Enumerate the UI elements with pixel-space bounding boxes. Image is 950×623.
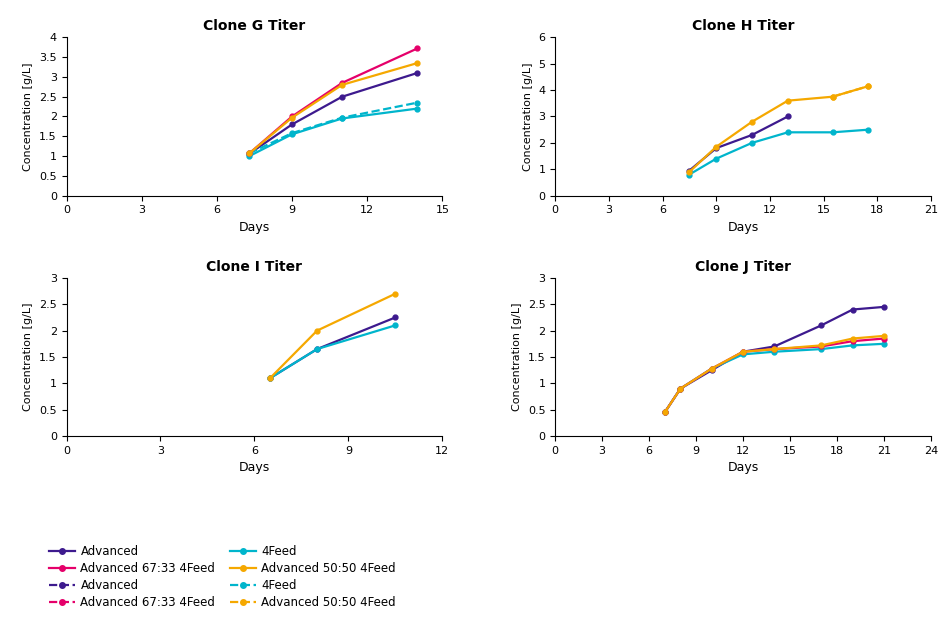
X-axis label: Days: Days bbox=[728, 221, 759, 234]
X-axis label: Days: Days bbox=[728, 462, 759, 474]
Title: Clone J Titer: Clone J Titer bbox=[695, 260, 791, 274]
Title: Clone H Titer: Clone H Titer bbox=[692, 19, 794, 34]
Legend: Advanced, Advanced 67:33 4Feed, Advanced, Advanced 67:33 4Feed, 4Feed, Advanced : Advanced, Advanced 67:33 4Feed, Advanced… bbox=[44, 540, 401, 614]
X-axis label: Days: Days bbox=[238, 221, 270, 234]
Y-axis label: Concentration [g/L]: Concentration [g/L] bbox=[522, 62, 533, 171]
Title: Clone G Titer: Clone G Titer bbox=[203, 19, 306, 34]
Title: Clone I Titer: Clone I Titer bbox=[206, 260, 302, 274]
Y-axis label: Concentration [g/L]: Concentration [g/L] bbox=[24, 62, 33, 171]
X-axis label: Days: Days bbox=[238, 462, 270, 474]
Y-axis label: Concentration [g/L]: Concentration [g/L] bbox=[512, 303, 523, 411]
Y-axis label: Concentration [g/L]: Concentration [g/L] bbox=[24, 303, 33, 411]
